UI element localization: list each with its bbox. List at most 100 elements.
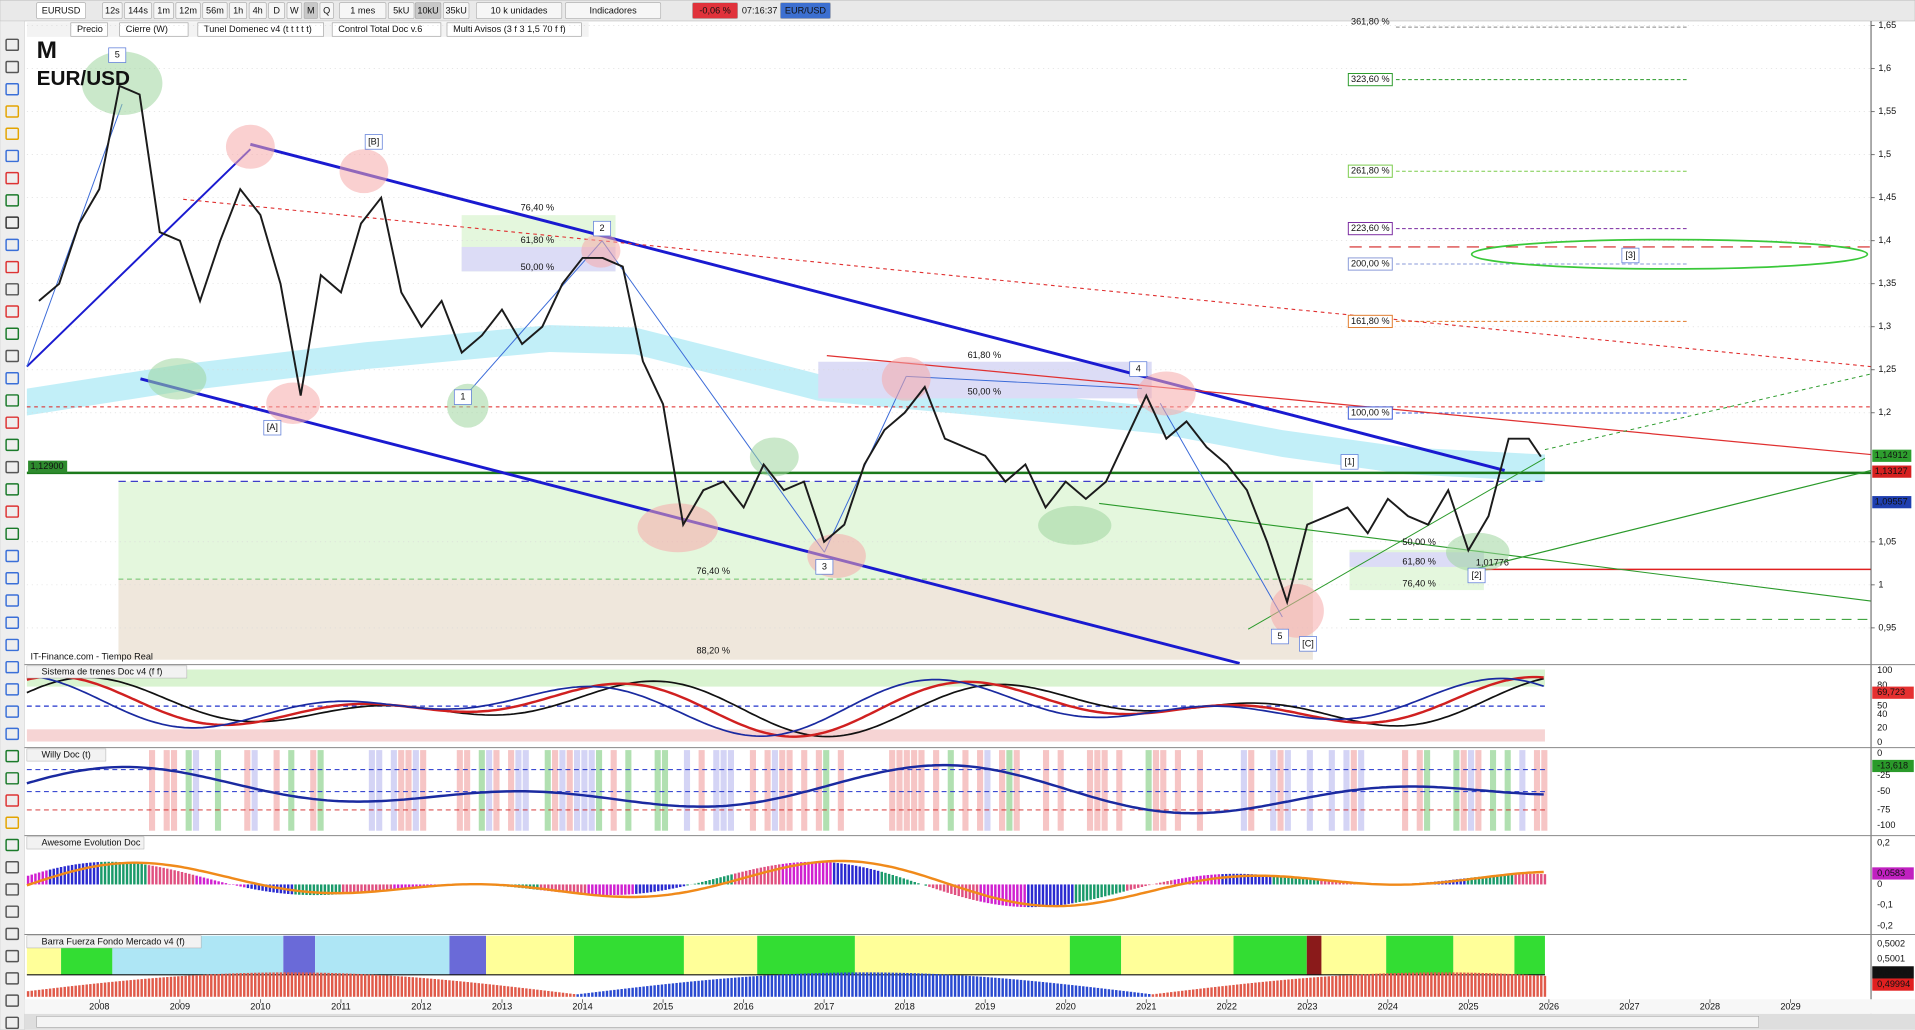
toolbar-button[interactable] <box>175 2 201 19</box>
toolbar-button[interactable] <box>153 2 174 19</box>
tool-icon[interactable] <box>5 60 20 74</box>
tool-icon[interactable] <box>5 416 20 429</box>
toolbar-label[interactable]: EURUSD <box>42 6 81 16</box>
scroll-thumb[interactable] <box>36 1016 1759 1028</box>
indicator-name[interactable]: Multi Avisos (3 f 3 1,5 70 f f) <box>453 24 566 34</box>
tool-icon[interactable] <box>5 149 20 163</box>
indicator-name[interactable]: Tunel Domenec v4 (t t t t t) <box>204 24 312 34</box>
toolbar-label[interactable]: 1h <box>233 6 243 16</box>
tool-icon[interactable] <box>5 83 20 96</box>
toolbar-button[interactable] <box>476 2 563 19</box>
tool-icon[interactable] <box>5 394 20 407</box>
histogram-bar <box>642 884 645 894</box>
tool-icon[interactable] <box>5 127 20 140</box>
tool-icon[interactable] <box>5 549 20 563</box>
tool-icon[interactable] <box>5 705 20 718</box>
toolbar-button[interactable] <box>339 2 387 19</box>
toolbar-label[interactable]: 1 mes <box>350 6 375 16</box>
tool-icon[interactable] <box>5 327 20 340</box>
tool-icon[interactable] <box>5 616 20 629</box>
wave-label: [2] <box>1471 570 1481 580</box>
indicator-name[interactable]: Precio <box>77 24 103 34</box>
tool-icon[interactable] <box>5 483 20 496</box>
tool-icon[interactable] <box>5 438 20 452</box>
toolbar-label[interactable]: 4h <box>253 6 263 16</box>
toolbar-button[interactable] <box>414 2 442 19</box>
tool-icon[interactable] <box>5 972 20 985</box>
tool-icon[interactable] <box>5 594 20 607</box>
tool-icon[interactable] <box>5 283 20 296</box>
tool-icon[interactable] <box>5 660 20 674</box>
tool-icon[interactable] <box>5 460 20 474</box>
toolbar-label[interactable]: 144s <box>128 6 148 16</box>
strength-bar <box>272 972 275 997</box>
toolbar-label[interactable]: 10 k unidades <box>491 6 548 16</box>
tool-icon[interactable] <box>5 638 20 652</box>
toolbar-label[interactable]: Q <box>323 6 330 16</box>
tool-icon[interactable] <box>5 349 20 363</box>
toolbar-button[interactable] <box>388 2 415 19</box>
toolbar-label[interactable]: 35kU <box>445 6 466 16</box>
tool-icon[interactable] <box>5 905 20 918</box>
tool-icon[interactable] <box>5 371 20 385</box>
tool-icon[interactable] <box>5 794 20 807</box>
toolbar-button[interactable] <box>248 2 267 19</box>
tool-icon[interactable] <box>5 572 20 585</box>
indicator-name[interactable]: Control Total Doc v.6 <box>338 24 422 34</box>
toolbar-label[interactable]: 12m <box>179 6 197 16</box>
toolbar-button[interactable] <box>303 2 318 19</box>
tool-icon[interactable] <box>5 816 20 829</box>
strength-bar <box>649 985 653 997</box>
tool-icon[interactable] <box>5 683 20 696</box>
indicator-chip[interactable] <box>331 22 442 37</box>
toolbar-button[interactable] <box>102 2 123 19</box>
tool-icon[interactable] <box>5 1016 20 1030</box>
toolbar-label[interactable]: 5kU <box>393 6 409 16</box>
indicator-chip[interactable] <box>70 22 108 37</box>
band <box>288 750 295 831</box>
tool-icon[interactable] <box>5 216 20 229</box>
tool-icon[interactable] <box>5 194 20 207</box>
strength-bar <box>979 976 982 997</box>
toolbar-button[interactable] <box>565 2 662 19</box>
toolbar-button[interactable] <box>286 2 302 19</box>
tool-icon[interactable] <box>5 883 20 896</box>
tool-icon[interactable] <box>5 238 20 252</box>
tool-icon[interactable] <box>5 38 20 52</box>
toolbar-label[interactable]: 10kU <box>417 6 438 16</box>
tool-icon[interactable] <box>5 260 20 274</box>
toolbar-label[interactable]: Indicadores <box>589 6 637 16</box>
tool-icon[interactable] <box>5 860 20 874</box>
toolbar-label[interactable]: D <box>273 6 280 16</box>
toolbar-button[interactable] <box>202 2 228 19</box>
tool-icon[interactable] <box>5 305 20 318</box>
tool-icon[interactable] <box>5 527 20 541</box>
indicator-chip[interactable] <box>446 22 582 37</box>
indicator-name[interactable]: Cierre (W) <box>126 24 168 34</box>
toolbar-label[interactable]: M <box>307 6 315 16</box>
toolbar-label[interactable]: 1m <box>157 6 170 16</box>
indicator-chip[interactable] <box>119 22 189 37</box>
toolbar-button[interactable] <box>229 2 248 19</box>
histogram-bar <box>184 872 187 885</box>
toolbar-button[interactable] <box>268 2 285 19</box>
tool-icon[interactable] <box>5 727 20 741</box>
tool-icon[interactable] <box>5 949 20 963</box>
tool-icon[interactable] <box>5 171 20 185</box>
toolbar-label[interactable]: W <box>290 6 299 16</box>
indicator-chip[interactable] <box>197 22 324 37</box>
toolbar-button[interactable] <box>36 2 86 19</box>
tool-icon[interactable] <box>5 838 20 852</box>
tool-icon[interactable] <box>5 927 20 941</box>
toolbar-button[interactable] <box>319 2 334 19</box>
tool-icon[interactable] <box>5 772 20 785</box>
toolbar-label[interactable]: 56m <box>206 6 224 16</box>
toolbar-button[interactable] <box>443 2 470 19</box>
tool-icon[interactable] <box>5 105 20 118</box>
tool-icon[interactable] <box>5 749 20 763</box>
strength-bar <box>734 977 737 997</box>
toolbar-button[interactable] <box>124 2 152 19</box>
toolbar-label[interactable]: 12s <box>105 6 120 16</box>
tool-icon[interactable] <box>5 994 20 1007</box>
tool-icon[interactable] <box>5 505 20 518</box>
